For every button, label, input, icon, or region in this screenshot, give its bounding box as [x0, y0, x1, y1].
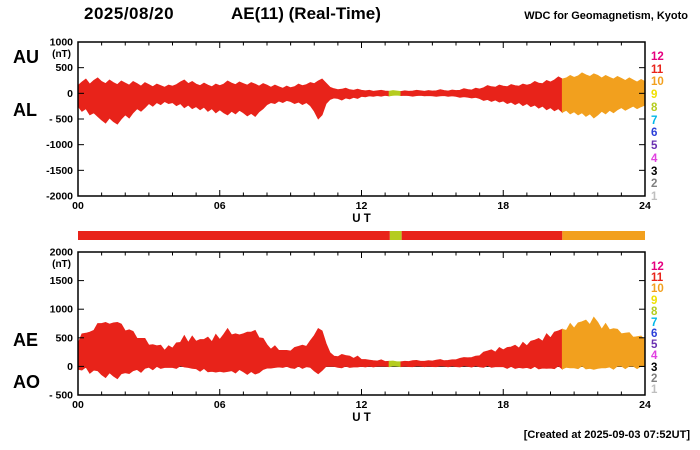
station-count-6: 6 [651, 127, 658, 140]
axis-tick-label: 00 [72, 399, 84, 411]
created-timestamp: [Created at 2025-09-03 07:52UT] [523, 429, 690, 441]
data-area-au-al [77, 77, 390, 125]
station-count-3: 3 [651, 165, 658, 178]
data-area-au-al [400, 76, 563, 114]
station-count-4: 4 [651, 350, 658, 363]
station-count-bar-segment [78, 231, 390, 240]
figure-title: AE(11) (Real-Time) [231, 4, 381, 23]
station-count-bar-segment [562, 231, 645, 240]
data-area-au-al [561, 72, 646, 119]
axis-tick-label: 500 [55, 332, 73, 344]
axis-tick-label: (nT) [52, 49, 71, 60]
ae-series-label: AE [13, 330, 39, 350]
data-area-ae-ao [77, 321, 390, 380]
station-count-9: 9 [651, 294, 658, 307]
date-label: 2025/08/20 [84, 4, 175, 23]
axis-tick-label: 18 [497, 200, 509, 212]
axis-tick-label: -1000 [46, 139, 73, 151]
station-count-8: 8 [651, 305, 658, 318]
axis-tick-label: 500 [55, 62, 73, 74]
axis-tick-label: 00 [72, 200, 84, 212]
station-count-10: 10 [651, 283, 664, 296]
station-count-6: 6 [651, 328, 658, 341]
station-count-11: 11 [651, 63, 664, 76]
station-count-9: 9 [651, 89, 658, 102]
axis-tick-label: 24 [639, 200, 651, 212]
station-count-5: 5 [651, 140, 658, 153]
axis-tick-label: 06 [214, 399, 226, 411]
au-series-label: AU [13, 47, 39, 67]
axis-tick-label: U T [352, 412, 371, 424]
axis-tick-label: 1000 [50, 304, 74, 316]
source-credit: WDC for Geomagnetism, Kyoto [524, 10, 688, 22]
axis-tick-label: 12 [356, 200, 368, 212]
station-count-2: 2 [651, 178, 658, 191]
station-count-3: 3 [651, 361, 658, 374]
station-count-11: 11 [651, 272, 664, 285]
axis-tick-label: (nT) [52, 259, 71, 270]
axis-tick-label: 12 [356, 399, 368, 411]
al-series-label: AL [13, 100, 37, 120]
ao-series-label: AO [13, 372, 40, 392]
axis-tick-label: - 500 [49, 114, 73, 126]
station-count-bar-segment [401, 231, 563, 240]
axis-tick-label: 1000 [50, 37, 74, 49]
station-count-12: 12 [651, 51, 664, 63]
station-count-7: 7 [651, 114, 658, 127]
axis-tick-label: 2000 [50, 247, 74, 259]
data-area-au-al [388, 90, 402, 97]
station-count-1: 1 [651, 384, 658, 396]
axis-tick-label: 0 [67, 361, 73, 373]
axis-tick-label: U T [352, 213, 371, 225]
station-count-12: 12 [651, 261, 664, 273]
axis-tick-label: 18 [497, 399, 509, 411]
station-count-7: 7 [651, 316, 658, 329]
station-count-5: 5 [651, 339, 658, 352]
data-area-ae-ao [400, 328, 563, 370]
axis-tick-label: - 500 [49, 390, 73, 402]
data-area-ae-ao [561, 316, 646, 370]
axis-tick-label: 0 [67, 88, 73, 100]
station-count-4: 4 [651, 152, 658, 165]
station-count-2: 2 [651, 372, 658, 385]
station-count-1: 1 [651, 191, 658, 203]
axis-tick-label: 1500 [50, 275, 74, 287]
axis-tick-label: 06 [214, 200, 226, 212]
axis-tick-label: -1500 [46, 165, 73, 177]
station-count-10: 10 [651, 76, 664, 89]
station-count-8: 8 [651, 101, 658, 114]
data-area-ae-ao [388, 360, 402, 368]
axis-tick-label: -2000 [46, 191, 73, 203]
axis-tick-label: 24 [639, 399, 651, 411]
station-count-bar-segment [389, 231, 402, 240]
